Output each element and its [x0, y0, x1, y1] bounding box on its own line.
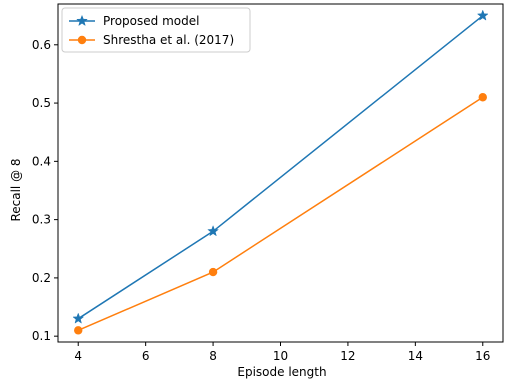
- series-1: [74, 93, 487, 335]
- data-point: [476, 9, 489, 21]
- data-point: [207, 225, 219, 237]
- plot-area: [57, 3, 504, 343]
- x-tick-label: 12: [340, 349, 355, 363]
- y-tick-label: 0.1: [32, 329, 51, 343]
- x-tick-label: 8: [209, 349, 217, 363]
- x-tick-label: 14: [408, 349, 423, 363]
- y-tick-label: 0.5: [32, 96, 51, 110]
- series-line: [77, 96, 484, 332]
- x-tick-label: 16: [475, 349, 490, 363]
- legend-item: Shrestha et al. (2017): [69, 33, 234, 47]
- legend-box: [61, 7, 251, 53]
- data-point: [74, 326, 83, 335]
- x-axis: 4 6 8 10 12 14 16: [74, 342, 490, 363]
- x-tick-label: 6: [142, 349, 150, 363]
- x-tick-label: 4: [74, 349, 82, 363]
- data-point: [478, 93, 487, 102]
- y-tick-label: 0.4: [32, 154, 51, 168]
- legend-item: Proposed model: [69, 14, 199, 28]
- legend-marker: [77, 35, 87, 45]
- y-tick-label: 0.2: [32, 271, 51, 285]
- series-layer: [72, 9, 489, 335]
- y-tick-label: 0.3: [32, 213, 51, 227]
- y-axis: 0.1 0.2 0.3 0.4 0.5 0.6: [32, 38, 58, 343]
- plot-frame: [57, 3, 504, 343]
- series-0: [72, 9, 489, 324]
- x-tick-label: 10: [273, 349, 288, 363]
- y-tick-label: 0.6: [32, 38, 51, 52]
- legend-marker: [76, 14, 88, 27]
- y-axis-label: Recall @ 8: [9, 158, 23, 221]
- legend: Proposed model Shrestha et al. (2017): [61, 7, 251, 53]
- data-point: [72, 312, 85, 324]
- data-point: [208, 267, 218, 277]
- legend-label: Shrestha et al. (2017): [103, 33, 234, 47]
- series-line: [77, 15, 484, 320]
- legend-label: Proposed model: [103, 14, 199, 28]
- x-axis-label: Episode length: [237, 365, 326, 379]
